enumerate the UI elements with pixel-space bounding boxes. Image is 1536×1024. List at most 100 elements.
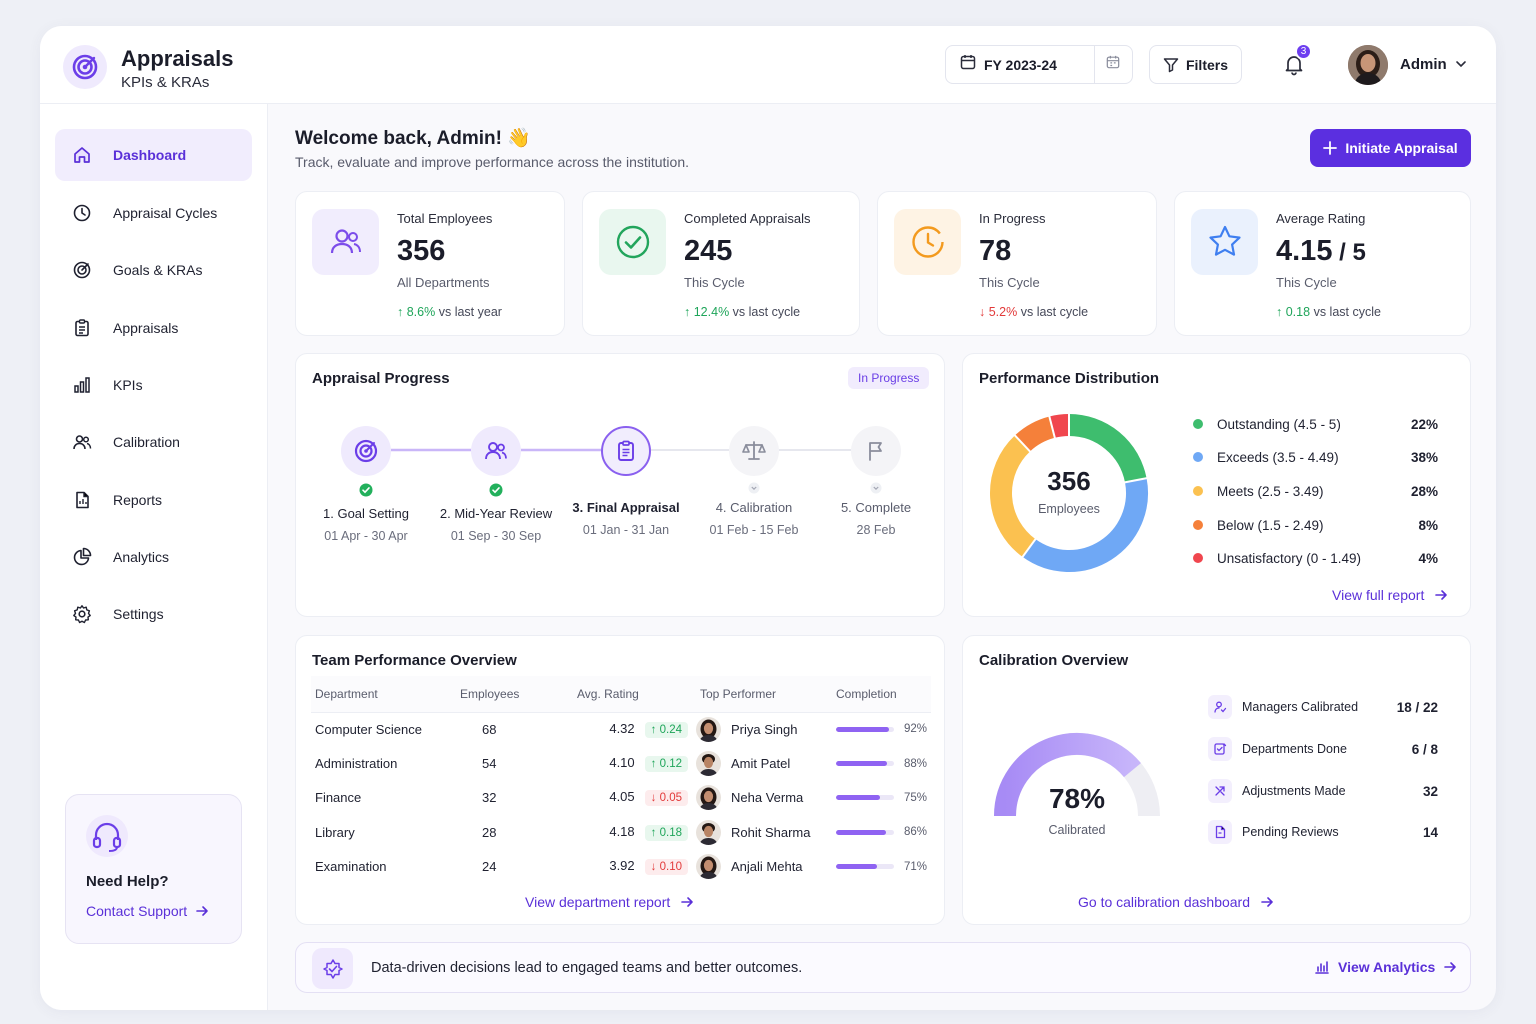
document-icon xyxy=(1208,820,1232,844)
calendar-icon xyxy=(960,54,976,75)
stat-value: 4.15 / 5 xyxy=(1276,235,1366,267)
view-department-report-link[interactable]: View department report xyxy=(525,894,694,910)
progress-step-goal-setting[interactable]: 1. Goal Setting 01 Apr - 30 Apr xyxy=(296,426,436,543)
user-name[interactable]: Admin xyxy=(1400,56,1447,73)
trend-down-icon: ↓ xyxy=(650,792,660,805)
completion-bar-fill xyxy=(836,795,880,801)
stat-label: In Progress xyxy=(979,211,1046,226)
sidebar-item-kpis[interactable]: KPIs xyxy=(55,359,252,411)
view-full-report-link[interactable]: View full report xyxy=(1332,587,1448,603)
sidebar-item-dashboard[interactable]: Dashboard xyxy=(55,129,252,181)
completion-percent: 71% xyxy=(904,860,928,873)
report-icon xyxy=(71,490,93,510)
cell-top-performer: Anjali Mehta xyxy=(696,850,836,884)
chevron-down-icon xyxy=(684,476,824,500)
view-analytics-link[interactable]: View Analytics xyxy=(1314,959,1457,975)
donut-slice[interactable] xyxy=(1049,414,1070,438)
legend-percent: 28% xyxy=(1410,483,1438,499)
stat-card-average-rating[interactable]: Average Rating 4.15 / 5 This Cycle ↑ 0.1… xyxy=(1174,191,1471,336)
calendar-picker-icon[interactable] xyxy=(1106,55,1120,74)
check-circle-icon xyxy=(599,209,666,275)
cell-department: Administration xyxy=(315,756,398,772)
progress-step-final-appraisal[interactable]: 3. Final Appraisal 01 Jan - 31 Jan xyxy=(556,426,696,537)
card-title: Team Performance Overview xyxy=(312,652,517,669)
rating-delta-badge: ↑ 0.12 xyxy=(644,756,688,773)
table-row[interactable]: Administration 54 4.10 ↑ 0.12 Amit Patel 88% xyxy=(311,746,931,780)
avatar xyxy=(696,751,721,777)
initiate-appraisal-label: Initiate Appraisal xyxy=(1345,140,1458,156)
legend-label: Below (1.5 - 2.49) xyxy=(1217,517,1324,533)
calibration-item-label: Departments Done xyxy=(1242,742,1347,756)
stat-sub: This Cycle xyxy=(1276,275,1337,290)
sidebar-item-calibration[interactable]: Calibration xyxy=(55,416,252,468)
stat-card-completed-appraisals[interactable]: Completed Appraisals 245 This Cycle ↑ 12… xyxy=(582,191,860,336)
cell-department: Examination xyxy=(315,859,387,875)
avatar[interactable] xyxy=(1348,45,1388,85)
step-name: 1. Goal Setting xyxy=(323,506,409,521)
initiate-appraisal-button[interactable]: Initiate Appraisal xyxy=(1310,129,1471,167)
legend-percent: 22% xyxy=(1410,416,1438,432)
table-row[interactable]: Finance 32 4.05 ↓ 0.05 Neha Verma 75% xyxy=(311,781,931,815)
table-row[interactable]: Computer Science 68 4.32 ↑ 0.24 Priya Singh 9… xyxy=(311,712,931,746)
user-check-icon xyxy=(1208,695,1232,719)
cell-completion: 88% xyxy=(836,746,931,780)
contact-support-link[interactable]: Contact Support xyxy=(86,903,209,919)
trend-up-icon: ↑ xyxy=(650,723,660,736)
cell-top-performer: Amit Patel xyxy=(696,746,836,780)
donut-slice[interactable] xyxy=(990,435,1036,557)
help-title: Need Help? xyxy=(86,873,169,890)
cell-top-performer: Rohit Sharma xyxy=(696,815,836,849)
rating-value: 4.32 xyxy=(609,720,635,736)
edit-check-icon xyxy=(1208,737,1232,761)
donut-slice[interactable] xyxy=(1068,414,1147,483)
clipboard-icon xyxy=(71,318,93,338)
chevron-down-icon[interactable] xyxy=(1454,57,1468,76)
step-name: 3. Final Appraisal xyxy=(572,500,680,515)
table-row[interactable]: Library 28 4.18 ↑ 0.18 Rohit Sharma 86% xyxy=(311,815,931,849)
calibration-dashboard-link[interactable]: Go to calibration dashboard xyxy=(1078,894,1274,910)
donut-slice[interactable] xyxy=(1014,416,1056,452)
trend-up-icon: ↑ xyxy=(1276,305,1286,319)
stat-label: Total Employees xyxy=(397,211,493,226)
cell-top-performer: Priya Singh xyxy=(696,712,836,746)
progress-step-calibration[interactable]: 4. Calibration 01 Feb - 15 Feb xyxy=(684,426,824,537)
calibration-item-label: Adjustments Made xyxy=(1242,784,1346,798)
stat-label: Completed Appraisals xyxy=(684,211,811,226)
progress-step-complete[interactable]: 5. Complete 28 Feb xyxy=(806,426,946,537)
calibration-item-pending: Pending Reviews 14 xyxy=(1208,819,1438,845)
table-header-row: Department Employees Avg. Rating Top Per… xyxy=(311,676,931,713)
stat-card-in-progress[interactable]: In Progress 78 This Cycle ↓ 5.2% vs last… xyxy=(877,191,1157,336)
gauge-caption: Calibrated xyxy=(1048,823,1106,837)
sidebar-item-appraisals[interactable]: Appraisals xyxy=(55,302,252,354)
filters-button[interactable]: Filters xyxy=(1149,45,1242,84)
check-done-icon xyxy=(426,476,566,504)
progress-step-mid-year-review[interactable]: 2. Mid-Year Review 01 Sep - 30 Sep xyxy=(426,426,566,543)
stat-trend: ↑ 12.4% vs last cycle xyxy=(684,305,801,319)
cell-rating: 4.10 ↑ 0.12 xyxy=(574,746,696,780)
legend-item: Exceeds (3.5 - 4.49) 38% xyxy=(1193,447,1438,467)
fiscal-year-selector[interactable]: FY 2023-24 xyxy=(945,45,1133,84)
cell-top-performer: Neha Verma xyxy=(696,781,836,815)
contact-support-label: Contact Support xyxy=(86,903,188,919)
completion-bar xyxy=(836,726,894,732)
cell-department: Computer Science xyxy=(315,721,422,737)
table-row[interactable]: Examination 24 3.92 ↓ 0.10 Anjali Mehta 71% xyxy=(311,850,931,884)
gauge-fill xyxy=(994,733,1141,817)
sidebar-item-appraisal-cycles[interactable]: Appraisal Cycles xyxy=(55,187,252,239)
sidebar-item-goals-kras[interactable]: Goals & KRAs xyxy=(55,244,252,296)
stat-card-total-employees[interactable]: Total Employees 356 All Departments ↑ 8.… xyxy=(295,191,565,336)
sidebar-item-settings[interactable]: Settings xyxy=(55,588,252,640)
completion-bar xyxy=(836,795,894,801)
insight-banner: Data-driven decisions lead to engaged te… xyxy=(295,942,1471,993)
calibration-dashboard-label: Go to calibration dashboard xyxy=(1078,894,1250,910)
cell-employees: 32 xyxy=(482,790,497,806)
rating-delta-badge: ↑ 0.24 xyxy=(644,721,688,738)
completion-percent: 92% xyxy=(904,723,928,736)
bell-icon[interactable] xyxy=(1282,52,1306,76)
sidebar-item-analytics[interactable]: Analytics xyxy=(55,531,252,583)
rating-value: 4.10 xyxy=(609,755,635,771)
cell-department: Finance xyxy=(315,790,362,806)
pie-chart-icon xyxy=(71,547,93,567)
donut-slice[interactable] xyxy=(1022,478,1148,572)
sidebar-item-reports[interactable]: Reports xyxy=(55,474,252,526)
